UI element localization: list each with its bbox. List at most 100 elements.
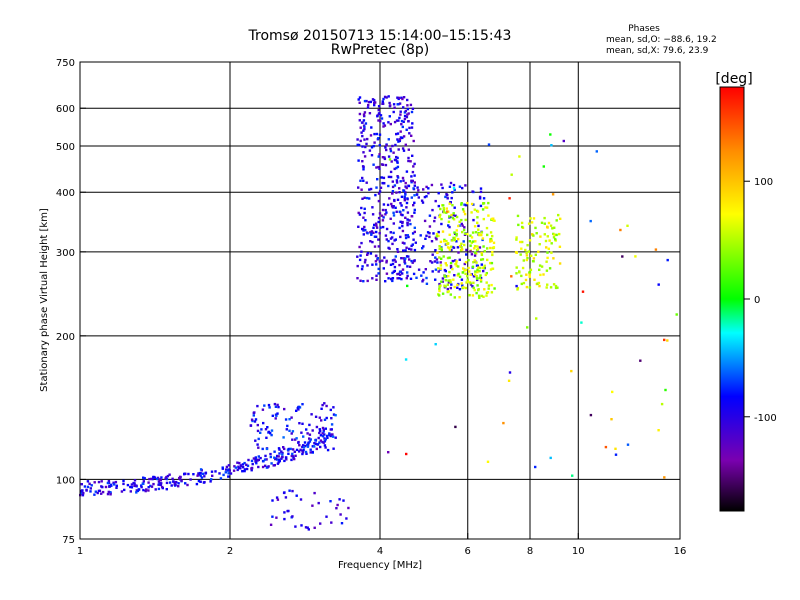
data-point [365,99,368,103]
data-point [384,163,388,167]
data-point [370,233,373,236]
data-point [143,477,146,480]
data-point [290,416,293,419]
data-point [398,263,401,267]
data-point [398,138,402,141]
data-point [383,157,387,161]
data-point [403,196,406,200]
data-point [547,247,550,250]
data-point [157,480,161,483]
data-point [524,278,528,282]
chart-subtitle: RwPretec (8p) [331,42,429,58]
data-point [489,237,493,241]
data-point [528,286,532,289]
data-point [392,110,395,114]
data-point [378,190,382,193]
data-point [160,482,163,485]
data-point [172,480,175,483]
data-point [542,165,545,168]
data-point [444,195,447,199]
data-point [525,273,528,276]
data-point [410,110,414,114]
data-point [410,175,413,178]
data-point [539,273,542,277]
data-point [165,475,168,479]
data-point [373,101,376,105]
data-point [89,487,92,490]
data-point [406,274,409,278]
data-point [538,264,542,267]
data-point [369,100,372,104]
data-point [413,184,416,187]
data-point [199,480,202,483]
data-point [537,250,540,253]
data-point [388,115,391,118]
data-point [391,192,394,195]
data-point [464,268,468,272]
data-point [462,267,465,270]
data-point [554,284,558,288]
data-point [406,234,409,237]
data-point [466,201,469,205]
data-point [362,179,365,182]
data-point [356,255,359,258]
data-point [363,127,366,131]
data-point [421,280,424,283]
data-point [192,473,195,476]
data-point [404,257,407,260]
data-point [357,225,360,228]
data-point [442,208,446,212]
data-point [319,429,322,433]
data-point [387,155,391,158]
data-point [406,223,409,227]
data-point [150,485,154,488]
data-point [421,247,424,250]
data-point [241,463,245,466]
data-point [302,444,305,447]
data-point [109,483,113,486]
data-point [478,232,481,236]
colorbar-tick-label: 0 [754,295,760,306]
data-point [81,489,84,492]
data-point [448,233,451,236]
data-point [301,403,304,406]
data-point [174,483,177,486]
data-point [528,271,532,274]
data-point [556,286,559,289]
data-point [453,236,457,240]
data-point [250,459,254,463]
data-point [388,158,392,161]
data-point [363,155,367,158]
data-point [474,251,477,254]
data-point [307,528,310,531]
data-point [470,236,474,239]
data-point [330,423,334,426]
data-point [521,225,524,229]
data-point [288,429,291,432]
data-point [398,116,401,120]
data-point [395,119,399,122]
data-point [317,501,320,505]
data-point [303,444,307,448]
data-point [409,222,412,226]
x-axis: 1 2 4 6 8 10 16 [77,533,686,557]
colorbar-tick-label: 100 [754,177,773,188]
data-point [423,219,427,223]
data-point [394,260,397,263]
data-point [377,155,380,158]
data-point [222,473,225,477]
data-point [391,259,395,262]
data-point [486,460,490,463]
data-point [108,491,112,494]
colorbar-ticks: 100 0 -100 [744,177,777,424]
data-point [397,96,401,100]
data-point [390,160,393,163]
data-point [562,139,565,143]
data-point [452,213,455,217]
data-point [304,450,308,454]
data-point [285,428,288,431]
data-point [472,275,476,278]
data-point [445,264,448,267]
data-point [440,257,443,260]
data-point [142,482,145,485]
